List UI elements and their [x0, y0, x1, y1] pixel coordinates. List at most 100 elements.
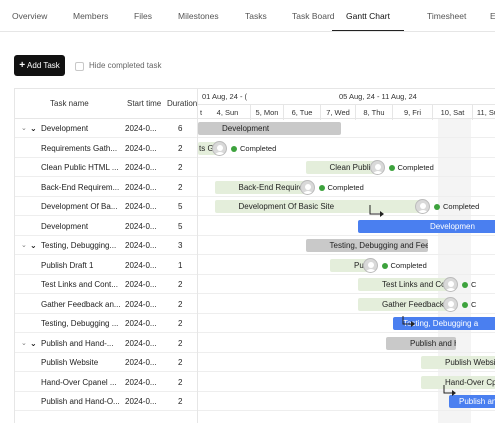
table-row[interactable]: Back-End Requirem... 2024-0... 2	[15, 178, 197, 197]
tab-gantt-chart[interactable]: Gantt Chart	[332, 0, 404, 31]
table-row[interactable]: Development Of Ba... 2024-0... 5	[15, 197, 197, 216]
timeline-row: Development Of Basic Site Completed	[198, 197, 495, 216]
timeline-row: Back-End Requireme Completed	[198, 178, 495, 197]
gantt-task-bar[interactable]: Developmen	[358, 219, 495, 233]
table-row[interactable]: Hand-Over Cpanel ... 2024-0... 2	[15, 373, 197, 392]
chevron-down-icon[interactable]: ⌄	[30, 338, 37, 348]
gantt-task-bar[interactable]: Publish and	[449, 395, 495, 408]
timeline-day: 9, Fri	[392, 105, 432, 120]
table-row[interactable]: Development 2024-0... 5	[15, 217, 197, 236]
expand-toggle-icon[interactable]: ⌄	[21, 125, 27, 132]
gantt-summary-bar[interactable]: Development	[198, 122, 341, 135]
task-name-cell: Hand-Over Cpanel ...	[41, 377, 117, 387]
column-header-task-name[interactable]: Task name	[50, 99, 89, 108]
task-group-row[interactable]: ⌄ ⌄ Testing, Debugging... 2024-0... 3	[15, 236, 197, 255]
hide-completed-checkbox[interactable]	[75, 62, 84, 71]
chevron-down-icon[interactable]: ⌄	[30, 241, 37, 250]
gantt-bar-label: Testing, Debugging and Feedba	[329, 241, 429, 250]
table-row[interactable]: Publish Website 2024-0... 2	[15, 353, 197, 372]
timeline-row: Clean Public HTML Fi Completed	[198, 158, 495, 177]
column-header-start-time[interactable]: Start time	[127, 99, 162, 108]
table-row[interactable]: Testing, Debugging ... 2024-0... 2	[15, 314, 197, 333]
task-name-cell: Back-End Requirem...	[41, 182, 120, 192]
tab-members[interactable]: Members	[73, 11, 109, 21]
assignee-avatar-icon[interactable]	[362, 257, 378, 273]
grid-header: Task name Start time Duration	[15, 89, 198, 119]
gantt-task-bar[interactable]: Hand-Over Cpanel An	[421, 375, 495, 389]
gantt-task-bar[interactable]: Clean Public HTML Fi	[305, 161, 376, 174]
tab-tasks[interactable]: Tasks	[245, 11, 267, 21]
assignee-avatar-icon[interactable]	[415, 199, 430, 214]
chevron-down-icon[interactable]: ⌄	[30, 124, 37, 133]
table-row[interactable]: Clean Public HTML ... 2024-0... 2	[15, 158, 197, 177]
start-time-cell: 2024-0...	[125, 299, 157, 309]
start-time-cell: 2024-0...	[125, 377, 157, 387]
task-name-cell: Testing, Debugging ...	[41, 319, 119, 328]
timeline-day: 11, Su	[472, 105, 495, 120]
timeline-row: Publish and	[198, 392, 495, 411]
gantt-task-bar[interactable]: Publish Dra	[330, 258, 369, 272]
duration-cell: 2	[178, 182, 183, 192]
start-time-cell: 2024-0...	[125, 358, 157, 367]
tab-timesheet[interactable]: Timesheet	[427, 11, 467, 21]
expand-toggle-icon[interactable]: ⌄	[21, 242, 27, 249]
timeline-day: 7, Wed	[320, 105, 355, 120]
gantt-task-bar[interactable]: Development Of Basic Site	[214, 200, 421, 213]
gantt-task-bar[interactable]: Publish Website	[421, 356, 495, 369]
task-group-row[interactable]: ⌄ ⌄ Publish and Hand-... 2024-0... 2	[15, 334, 197, 353]
status-dot-icon	[318, 184, 325, 191]
task-name-cell: Publish and Hand-...	[41, 338, 114, 348]
assignee-avatar-icon[interactable]	[299, 179, 315, 195]
tab-milestones[interactable]: Milestones	[178, 11, 219, 21]
task-name-cell: Development	[41, 124, 89, 133]
start-time-cell: 2024-0...	[125, 143, 157, 153]
tab-task-board[interactable]: Task Board	[292, 11, 335, 21]
timeline-day-header: t 4, Sun 5, Mon 6, Tue 7, Wed 8, Thu 9, …	[198, 104, 495, 120]
status-badge: C	[471, 299, 477, 309]
assignee-avatar-icon[interactable]	[369, 160, 385, 175]
gantt-bar-label: ts Gather	[199, 143, 218, 153]
status-dot-icon	[381, 262, 388, 269]
assignee-avatar-icon[interactable]	[212, 140, 227, 156]
task-name-cell: Clean Public HTML ...	[41, 163, 119, 172]
gantt-bar-label: Testing, Debugging a	[403, 319, 479, 328]
plus-icon: +	[19, 60, 26, 71]
gantt-summary-bar[interactable]: Testing, Debugging and Feedba	[305, 239, 429, 252]
duration-cell: 1	[178, 260, 183, 270]
expand-toggle-icon[interactable]: ⌄	[21, 339, 27, 347]
status-badge: Completed	[443, 202, 480, 211]
timeline-day: 8, Thu	[355, 105, 392, 120]
table-row[interactable]: Requirements Gath... 2024-0... 2	[15, 139, 197, 158]
gantt-task-bar[interactable]: Back-End Requireme	[214, 180, 306, 194]
table-row[interactable]: Gather Feedback an... 2024-0... 2	[15, 295, 197, 314]
table-row[interactable]: Test Links and Cont... 2024-0... 2	[15, 275, 197, 294]
assignee-avatar-icon[interactable]	[443, 277, 458, 292]
task-name-cell: Gather Feedback an...	[41, 299, 121, 309]
timeline-row: Test Links and Conta C	[198, 275, 495, 294]
status-dot-icon	[231, 145, 237, 152]
dependency-links	[369, 205, 456, 396]
hide-completed-label: Hide completed task	[89, 61, 162, 70]
table-row[interactable]: Publish and Hand-O... 2024-0... 2	[15, 392, 197, 411]
timeline-day: 10, Sat	[432, 105, 472, 120]
gantt-bar-label: Publish Website	[445, 358, 495, 367]
gantt-task-bar[interactable]: Gather Feedback and	[358, 297, 449, 311]
tab-files[interactable]: Files	[134, 11, 152, 21]
gantt-task-bar[interactable]: Testing, Debugging a	[393, 317, 495, 330]
add-task-button[interactable]: + Add Task	[14, 55, 65, 76]
table-row[interactable]: Publish Draft 1 2024-0... 1	[15, 256, 197, 275]
gantt-bar-label: Test Links and Conta	[382, 280, 449, 289]
task-group-row[interactable]: ⌄ ⌄ Development 2024-0... 6	[15, 119, 197, 138]
task-name-cell: Development Of Ba...	[41, 202, 118, 211]
tab-overview[interactable]: Overview	[12, 11, 48, 21]
gantt-summary-bar[interactable]: Publish and Hand-Ov	[386, 336, 456, 350]
start-time-cell: 2024-0...	[125, 182, 157, 192]
duration-cell: 2	[178, 299, 183, 309]
gantt-task-bar[interactable]: Test Links and Conta	[358, 278, 449, 291]
start-time-cell: 2024-0...	[125, 260, 157, 270]
tab-more[interactable]: E	[490, 0, 495, 31]
assignee-avatar-icon[interactable]	[443, 296, 458, 312]
gantt-bar-label: Publish and	[459, 397, 495, 406]
column-header-duration[interactable]: Duration	[167, 99, 198, 108]
timeline-row: Hand-Over Cpanel An	[198, 373, 495, 392]
